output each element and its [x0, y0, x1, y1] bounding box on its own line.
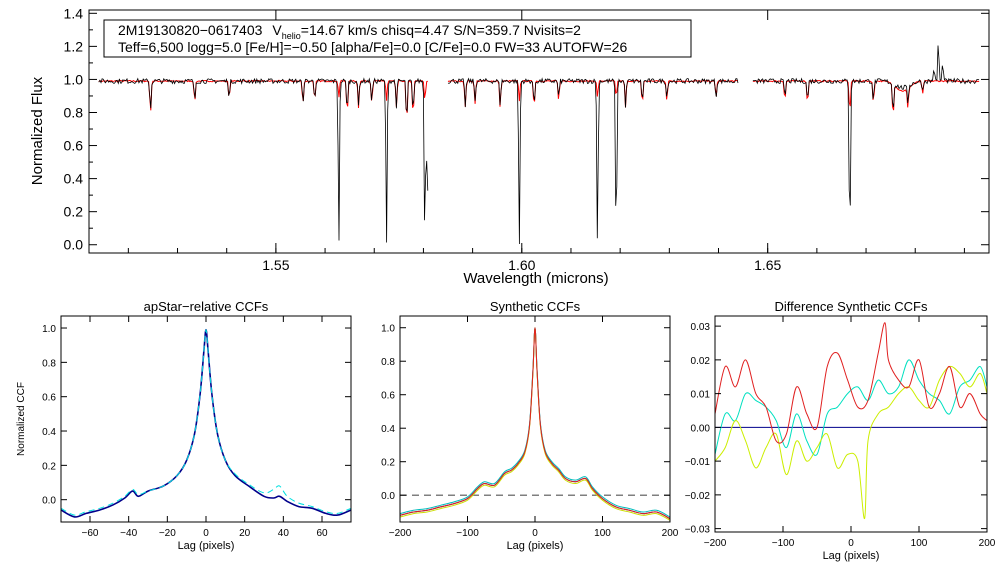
- difference_ccf-ytick-label: 0.01: [691, 390, 711, 401]
- apstar_ccf-xtick-label: 40: [278, 528, 290, 539]
- difference_ccf-title: Difference Synthetic CCFs: [775, 299, 928, 314]
- spectrum-xtick-label: 1.65: [754, 257, 781, 273]
- synthetic_ccf-xtick-label: −200: [389, 528, 412, 539]
- annotation-line-2: Teff=6,500 logg=5.0 [Fe/H]=−0.50 [alpha/…: [118, 39, 627, 55]
- apstar_ccf-xtick-label: 20: [239, 528, 251, 539]
- synthetic_ccf-traces: [400, 327, 670, 521]
- apstar_ccf-traces: [61, 328, 351, 518]
- synthetic_ccf-xtick-label: −100: [456, 528, 479, 539]
- spectrum-ytick-label: 0.8: [64, 104, 84, 120]
- apstar_ccf-ytick-label: 0.4: [42, 427, 56, 438]
- difference_ccf-xlabel: Lag (pixels): [823, 550, 880, 562]
- spectrum-ytick-label: 0.4: [64, 171, 84, 187]
- annotation-vhelio-subscript: helio: [282, 31, 301, 41]
- apstar_ccf-xtick-label: 0: [203, 528, 209, 539]
- synthetic-ccf-panel: 0.0 0.2 0.4 0.6 0.8 1.0 −200 −100 0 100 200 Synthet…: [381, 299, 679, 552]
- apstar-ccf-panel: 0.0 0.2 0.4 0.6 0.8 1.0 −60 −40 −20 0 20 40 60 apStar…: [16, 299, 352, 552]
- spectrum-ytick-label: 0.0: [64, 237, 84, 253]
- synthetic_ccf-ytick-label: 0.4: [381, 424, 395, 435]
- difference_ccf-series-difference-c: [715, 365, 987, 520]
- apstar_ccf-xtick-label: −40: [120, 528, 137, 539]
- difference_ccf-ytick-label: 0.00: [691, 423, 711, 434]
- difference_ccf-ytick-label: −0.01: [685, 457, 711, 468]
- apstar_ccf-xlabel: Lag (pixels): [178, 540, 235, 552]
- difference_ccf-ytick-label: 0.02: [691, 356, 711, 367]
- difference_ccf-xtick-label: 0: [848, 538, 854, 549]
- annotation-vhelio-symbol: V: [272, 22, 282, 38]
- synthetic_ccf-series-synthetic-d: [400, 327, 670, 520]
- spectrum-ticks: 0.0 0.2 0.4 0.6 0.8 1.0 1.2 1.4 1.55 1.60 1.65: [64, 5, 989, 273]
- annotation-line-1: 2M19130820−0617403 Vhelio=14.67 km/s chis…: [118, 22, 581, 41]
- spectrum-ylabel: Normalized Flux: [29, 76, 46, 185]
- synthetic_ccf-xtick-label: 100: [594, 528, 611, 539]
- spectrum-traces: [98, 45, 980, 245]
- annotation-vhelio-values: =14.67 km/s chisq=4.47 S/N=359.7 Nvisits…: [301, 22, 581, 38]
- synthetic_ccf-xtick-label: 0: [532, 528, 538, 539]
- synthetic_ccf-xtick-label: 200: [662, 528, 679, 539]
- spectrum-annotation-box: 2M19130820−0617403 Vhelio=14.67 km/s chis…: [103, 19, 692, 58]
- apstar_ccf-xtick-label: 60: [316, 528, 328, 539]
- difference_ccf-xtick-label: 100: [911, 538, 928, 549]
- spectrum-xtick-label: 1.55: [262, 257, 289, 273]
- spectrum-xlabel: Wavelength (microns): [463, 270, 608, 287]
- difference_ccf-xtick-label: 200: [979, 538, 996, 549]
- apstar_ccf-ytick-label: 0.2: [42, 461, 56, 472]
- spectrum-panel: 0.0 0.2 0.4 0.6 0.8 1.0 1.2 1.4 1.55 1.60 1.65 2M1…: [29, 5, 990, 287]
- spectrum-ytick-label: 1.4: [64, 5, 84, 21]
- apstar_ccf-xtick-label: −20: [159, 528, 176, 539]
- spectrum-observed-line: [98, 45, 980, 245]
- apstar_ccf-ytick-label: 0.6: [42, 393, 56, 404]
- apstar_ccf-xtick-label: −60: [82, 528, 99, 539]
- spectrum-ytick-label: 1.2: [64, 38, 84, 54]
- synthetic_ccf-ytick-label: 0.2: [381, 458, 395, 469]
- apstar_ccf-ytick-label: 0.0: [42, 496, 56, 507]
- apstar_ccf-series-visit-1: [61, 329, 351, 516]
- synthetic_ccf-ytick-label: 0.6: [381, 391, 395, 402]
- apstar_ccf-ytick-label: 0.8: [42, 358, 56, 369]
- difference-ccf-panel: −0.03 −0.02 −0.01 0.00 0.01 0.02 0.03 −200 −100 0…: [685, 299, 996, 562]
- apstar_ccf-ylabel: Normalized CCF: [16, 382, 27, 456]
- difference_ccf-traces: [715, 322, 987, 520]
- synthetic_ccf-xlabel: Lag (pixels): [507, 540, 564, 552]
- spectrum-xtick-label: 1.60: [508, 257, 535, 273]
- difference_ccf-ytick-label: −0.02: [685, 491, 711, 502]
- synthetic_ccf-ytick-label: 1.0: [381, 324, 395, 335]
- difference_ccf-series-difference-b: [715, 359, 987, 456]
- spectrum-ytick-label: 0.2: [64, 204, 84, 220]
- difference_ccf-ytick-label: −0.03: [685, 525, 711, 536]
- difference_ccf-xtick-label: −200: [704, 538, 727, 549]
- difference_ccf-series-difference-d: [715, 322, 987, 444]
- synthetic_ccf-title: Synthetic CCFs: [490, 299, 581, 314]
- synthetic_ccf-ytick-label: 0.8: [381, 357, 395, 368]
- difference_ccf-xtick-label: −100: [772, 538, 795, 549]
- spectrum-axes-frame: [88, 9, 990, 254]
- apstar_ccf-title: apStar−relative CCFs: [144, 299, 269, 314]
- apstar_ccf-ytick-label: 1.0: [42, 324, 56, 335]
- spectrum-ytick-label: 0.6: [64, 138, 84, 154]
- difference_ccf-ytick-label: 0.03: [691, 322, 711, 333]
- annotation-box-frame: [103, 19, 692, 58]
- annotation-star-id: 2M19130820−0617403: [118, 22, 263, 38]
- spectrum-ytick-label: 1.0: [64, 71, 84, 87]
- synthetic_ccf-ytick-label: 0.0: [381, 491, 395, 502]
